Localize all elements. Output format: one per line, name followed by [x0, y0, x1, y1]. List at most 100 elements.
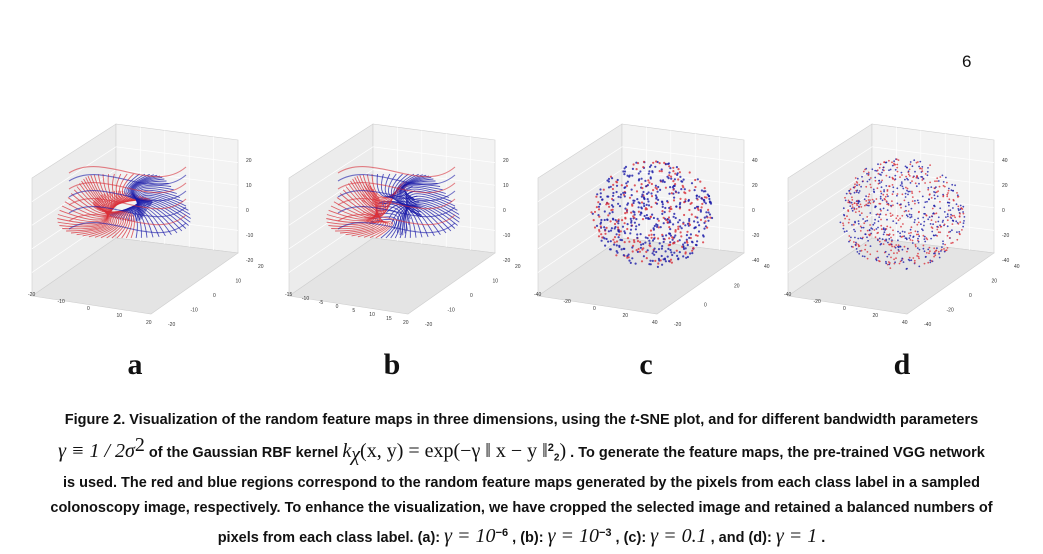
- red-point: [925, 237, 928, 240]
- blue-point: [932, 223, 934, 226]
- blue-point: [931, 230, 934, 233]
- blue-point: [688, 219, 691, 222]
- blue-point: [670, 251, 673, 254]
- blue-point: [669, 186, 672, 189]
- red-point: [637, 247, 640, 251]
- blue-point: [851, 209, 854, 212]
- y-tick-label: 0: [969, 293, 972, 299]
- blue-point: [958, 231, 961, 233]
- red-point: [899, 217, 901, 220]
- red-point: [882, 243, 885, 245]
- blue-point: [656, 265, 659, 268]
- blue-point: [922, 178, 925, 180]
- red-point: [661, 210, 664, 213]
- blue-point: [930, 237, 932, 240]
- red-point: [878, 240, 881, 243]
- blue-point: [633, 213, 636, 216]
- red-point: [642, 166, 645, 169]
- red-point: [889, 212, 892, 215]
- red-point: [918, 210, 920, 213]
- red-point: [615, 180, 618, 183]
- red-point: [590, 211, 593, 214]
- red-point: [636, 162, 640, 165]
- red-point: [639, 241, 642, 244]
- red-point: [911, 239, 914, 242]
- blue-point: [850, 207, 853, 210]
- blue-point: [607, 230, 610, 233]
- red-point: [677, 227, 680, 231]
- x-tick-label: -15: [285, 292, 292, 298]
- blue-point: [678, 251, 681, 254]
- red-point: [961, 229, 963, 231]
- blue-point: [878, 216, 881, 218]
- caption-line-3: is used. The red and blue regions corres…: [63, 474, 980, 491]
- blue-point: [624, 191, 627, 194]
- blue-point: [854, 236, 856, 239]
- blue-point: [928, 198, 930, 201]
- red-point: [635, 249, 638, 252]
- red-region-stroke: [337, 166, 456, 178]
- y-tick-label: 0: [213, 293, 216, 299]
- x-tick-label: -10: [58, 299, 65, 305]
- blue-point: [607, 186, 611, 189]
- blue-point: [882, 227, 885, 229]
- red-point: [893, 258, 895, 261]
- y-tick-label: -10: [191, 308, 198, 314]
- tsne-3d-axes-a: 20 10 0 -10 -20 -20 -10 0 10 20 20 10 0 -10 -20: [28, 123, 264, 328]
- red-point: [958, 215, 961, 218]
- red-point: [911, 196, 914, 198]
- red-point: [858, 183, 861, 186]
- blue-point: [631, 174, 634, 177]
- blue-point: [924, 213, 926, 215]
- red-point: [886, 225, 889, 228]
- blue-point: [900, 203, 902, 206]
- blue-point: [636, 233, 639, 236]
- blue-point: [617, 202, 620, 205]
- red-point: [688, 189, 691, 192]
- red-point: [602, 188, 605, 191]
- blue-point: [619, 193, 623, 196]
- blue-point: [897, 239, 899, 242]
- blue-point: [704, 190, 707, 193]
- red-point: [868, 233, 870, 236]
- blue-point: [630, 219, 633, 222]
- blue-point: [899, 245, 902, 248]
- red-point: [952, 198, 955, 201]
- red-point: [663, 161, 666, 164]
- blue-point: [948, 201, 951, 204]
- blue-point: [601, 198, 604, 201]
- blue-point: [864, 233, 867, 236]
- red-point: [883, 161, 885, 164]
- blue-point: [907, 193, 909, 196]
- blue-point: [937, 216, 940, 219]
- blue-point: [950, 189, 953, 192]
- red-point: [683, 213, 686, 217]
- blue-point: [900, 171, 903, 174]
- blue-point: [899, 232, 901, 235]
- blue-point: [629, 228, 633, 231]
- blue-point: [881, 171, 883, 174]
- red-region-stroke: [336, 197, 383, 218]
- blue-point: [914, 219, 916, 221]
- blue-point: [640, 243, 643, 246]
- blue-point: [926, 174, 929, 177]
- red-point: [928, 193, 931, 196]
- blue-region-stroke: [337, 206, 456, 218]
- y-tick-label: -20: [947, 308, 954, 314]
- blue-point: [892, 186, 895, 189]
- red-point: [911, 180, 913, 182]
- red-point: [907, 210, 910, 212]
- blue-point: [918, 182, 920, 185]
- blue-point: [929, 261, 932, 264]
- blue-point: [638, 223, 641, 226]
- blue-point: [856, 251, 859, 253]
- blue-point: [908, 259, 911, 262]
- red-point: [929, 164, 931, 166]
- y-tick-label: 10: [236, 279, 242, 285]
- red-point: [648, 244, 651, 247]
- red-point: [914, 230, 917, 233]
- x-tick-label: -20: [28, 292, 35, 298]
- red-point: [657, 226, 660, 229]
- blue-point: [685, 234, 688, 237]
- red-point: [942, 184, 945, 187]
